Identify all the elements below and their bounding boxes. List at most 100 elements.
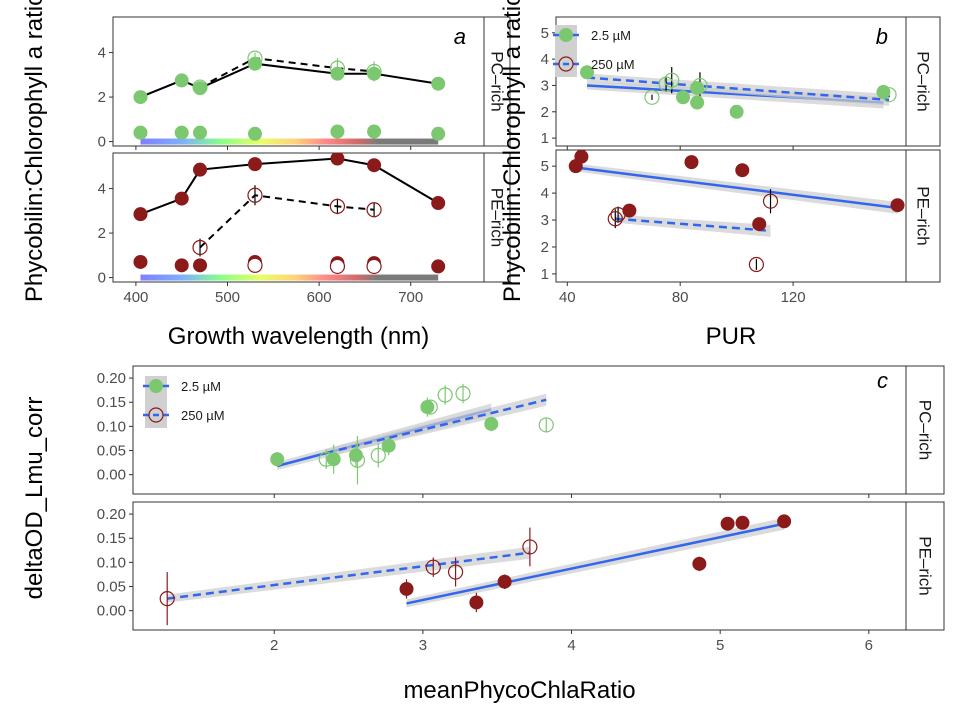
facet-strip-label: PE–rich bbox=[914, 186, 933, 246]
data-point-baseline bbox=[431, 259, 446, 274]
data-point-low bbox=[431, 76, 446, 91]
data-layer bbox=[133, 50, 446, 145]
y-tick-label: 1 bbox=[541, 266, 549, 283]
y-tick-label: 0.05 bbox=[97, 443, 126, 460]
data-point-low bbox=[247, 56, 262, 71]
data-point-high bbox=[370, 447, 386, 463]
data-point-high bbox=[658, 76, 674, 92]
spectrum-bar bbox=[140, 274, 439, 281]
data-point-low bbox=[367, 158, 382, 173]
facet-a-pc: PC–rich 0 2 4 bbox=[98, 16, 511, 151]
legend-label-high: 250 µM bbox=[181, 408, 225, 423]
fit-line-high bbox=[586, 76, 890, 102]
data-point-low bbox=[735, 515, 750, 530]
y-tick-label: 2 bbox=[98, 89, 106, 106]
data-layer bbox=[568, 150, 905, 273]
data-point-low bbox=[692, 556, 707, 571]
data-point-high bbox=[422, 399, 438, 415]
fit-line-high bbox=[325, 398, 547, 455]
data-point-low bbox=[348, 448, 363, 463]
data-point-baseline bbox=[367, 124, 382, 139]
x-axis-title: Growth wavelength (nm) bbox=[168, 323, 429, 350]
x-tick-label: 500 bbox=[215, 289, 240, 306]
data-point-low bbox=[133, 207, 148, 222]
y-tick-label: 0.20 bbox=[97, 506, 126, 523]
data-point-high bbox=[748, 256, 765, 273]
data-point-low bbox=[720, 516, 735, 531]
data-point-high bbox=[455, 385, 471, 402]
data-point-high bbox=[366, 63, 382, 80]
spectrum-bar bbox=[140, 138, 439, 145]
data-point-baseline bbox=[431, 126, 446, 141]
facet-c-pc: PC–rich 0.00 0.05 0.10 0.15 0.20 bbox=[97, 365, 945, 498]
data-point-low bbox=[270, 452, 285, 467]
data-point-high bbox=[247, 187, 263, 203]
data-point-low bbox=[193, 162, 208, 177]
panel-frame bbox=[112, 152, 485, 283]
data-point-low bbox=[330, 66, 345, 81]
legend-key-low-point bbox=[559, 28, 573, 42]
data-point-low bbox=[469, 595, 484, 610]
data-layer bbox=[159, 514, 792, 626]
data-point-high bbox=[329, 198, 346, 214]
data-point-high bbox=[664, 72, 680, 88]
y-tick-label: 5 bbox=[541, 25, 549, 42]
legend-key-high-point bbox=[148, 407, 164, 423]
legend: 2.5 µM 250 µM bbox=[143, 376, 225, 428]
facet-b-pc: PC–rich 1 2 3 4 5 bbox=[541, 16, 941, 150]
data-point-baseline bbox=[193, 125, 208, 140]
y-axis-title: deltaOD_Lmu_corr bbox=[21, 397, 48, 600]
data-point-low bbox=[684, 155, 699, 170]
data-point-high bbox=[692, 77, 708, 94]
data-point-low bbox=[420, 400, 435, 415]
data-point-low bbox=[330, 153, 345, 166]
data-point-low bbox=[174, 191, 189, 206]
data-point-high bbox=[329, 60, 346, 76]
data-point-low bbox=[676, 90, 691, 105]
y-tick-label: 3 bbox=[541, 212, 549, 229]
data-point-low bbox=[497, 574, 512, 589]
y-tick-label: 1 bbox=[541, 130, 549, 147]
data-point-baseline bbox=[247, 126, 262, 141]
data-point-baseline bbox=[193, 258, 208, 273]
data-point-baseline-high bbox=[247, 257, 263, 273]
panel-label-c: c bbox=[877, 368, 888, 393]
legend: 2.5 µM 250 µM bbox=[553, 25, 635, 77]
y-tick-label: 2 bbox=[541, 239, 549, 256]
data-point-baseline-high bbox=[366, 258, 382, 275]
data-point-baseline bbox=[174, 258, 189, 273]
data-point-high bbox=[366, 202, 382, 218]
facet-strip-label: PE–rich bbox=[488, 188, 507, 248]
data-point-low bbox=[399, 581, 414, 596]
x-tick-label: 400 bbox=[123, 289, 148, 306]
y-tick-label: 0 bbox=[98, 270, 106, 287]
facet-strip-box bbox=[905, 501, 945, 631]
legend-key-high-point bbox=[558, 56, 574, 72]
y-tick-label: 0.00 bbox=[97, 603, 126, 620]
x-axis-title: PUR bbox=[706, 323, 757, 350]
panel-label-a: a bbox=[454, 24, 466, 49]
data-point-high bbox=[881, 87, 897, 103]
y-tick-label: 3 bbox=[541, 77, 549, 94]
data-point-high bbox=[247, 50, 263, 66]
data-point-baseline bbox=[174, 125, 189, 140]
fit-line-high-ribbon bbox=[615, 214, 771, 237]
data-point-low bbox=[777, 514, 792, 529]
data-point-low bbox=[729, 104, 744, 119]
panel-frame bbox=[132, 365, 907, 495]
fit-line-low bbox=[575, 166, 898, 210]
data-point-baseline-high bbox=[329, 258, 346, 275]
data-point-high bbox=[447, 564, 464, 580]
x-tick-label: 5 bbox=[716, 637, 724, 654]
fit-line-high-ribbon bbox=[326, 393, 547, 457]
x-tick-label: 600 bbox=[307, 289, 332, 306]
data-point-high bbox=[425, 559, 441, 575]
fit-line-low bbox=[406, 522, 785, 605]
data-point-high bbox=[437, 387, 453, 403]
data-point-high bbox=[610, 207, 626, 223]
y-tick-label: 0 bbox=[98, 134, 106, 151]
x-axis-title: meanPhycoChlaRatio bbox=[403, 677, 635, 704]
y-tick-label: 0.15 bbox=[97, 530, 126, 547]
y-tick-label: 4 bbox=[98, 45, 106, 62]
data-point-high bbox=[762, 193, 779, 209]
